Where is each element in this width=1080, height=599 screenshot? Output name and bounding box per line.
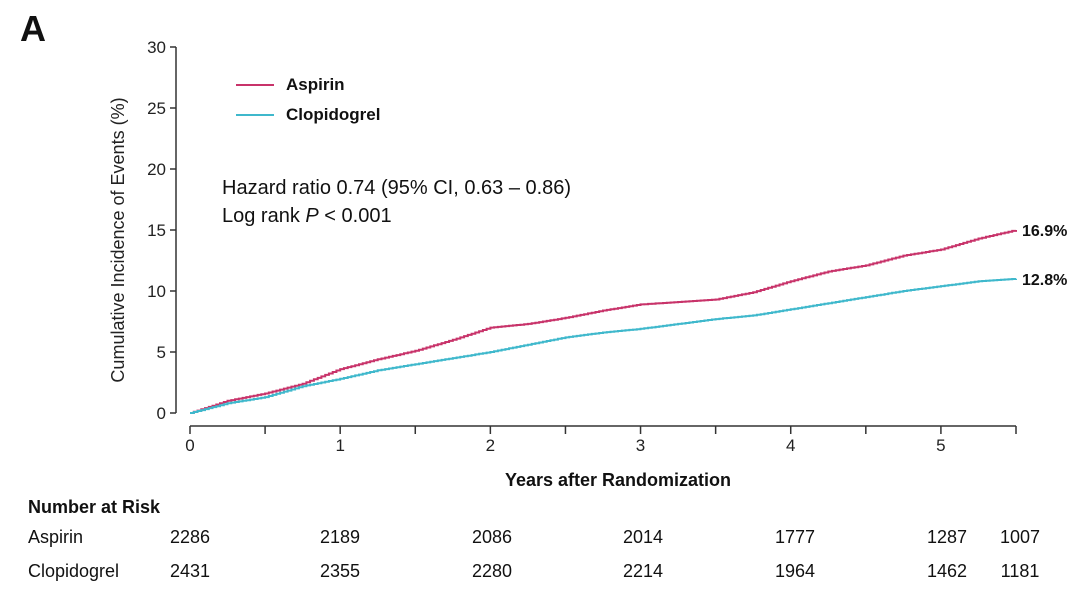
hazard-ratio-text: Hazard ratio 0.74 (95% CI, 0.63 – 0.86) [222,177,572,199]
end-label-aspirin: 16.9% [1022,223,1067,240]
x-tick-label: 4 [786,436,795,455]
labels-layer: 16.9% 12.8% [1022,223,1067,289]
log-rank-prefix: Log rank [222,205,306,227]
axes: 0 5 10 15 20 25 30 0 1 2 3 4 5 Years after Randomizat… [108,38,1017,490]
x-tick-label: 5 [936,436,945,455]
x-tick-label: 1 [335,436,344,455]
x-tick-label: 2 [486,436,495,455]
legend: Aspirin Clopidogrel [236,70,380,130]
risk-cell: 1777 [774,527,816,547]
hazard-ratio-annotation: Hazard ratio 0.74 (95% CI, 0.63 – 0.86) … [222,174,571,230]
end-label-clopidogrel: 12.8% [1022,272,1067,289]
legend-label-clopidogrel: Clopidogrel [286,105,381,124]
risk-table-title: Number at Risk [28,497,161,517]
x-axis-title: Years after Randomization [505,470,731,490]
risk-cell: 1287 [926,527,968,547]
risk-cell: 2014 [622,527,664,547]
risk-cell: 1964 [774,561,816,581]
x-tick-label: 3 [636,436,645,455]
y-tick-label: 25 [147,99,166,118]
risk-row-label-clopidogrel: Clopidogrel [28,561,120,581]
legend-item-aspirin: Aspirin [236,70,380,100]
risk-row-label-aspirin: Aspirin [28,527,84,547]
legend-swatch-aspirin [236,84,274,86]
legend-label-aspirin: Aspirin [286,75,345,94]
y-tick-label: 10 [147,282,166,301]
y-tick-label: 5 [157,343,166,362]
risk-cell: 1462 [926,561,968,581]
series-line-clopidogrel [190,278,1017,414]
log-rank-text: Log rank P < 0.001 [222,202,571,230]
series-layer [190,229,1017,414]
risk-cell: 2431 [169,561,211,581]
y-tick-label: 30 [147,38,166,57]
log-rank-p: P [305,205,319,227]
panel-label: A [20,8,46,49]
risk-cell: 2280 [471,561,513,581]
series-line-aspirin [190,229,1017,414]
legend-item-clopidogrel: Clopidogrel [236,100,380,130]
risk-cell: 2189 [319,527,361,547]
x-tick-label: 0 [185,436,194,455]
y-axis-title: Cumulative Incidence of Events (%) [108,97,128,382]
y-tick-label: 15 [147,221,166,240]
risk-cell: 2214 [622,561,664,581]
log-rank-suffix: < 0.001 [318,205,392,227]
legend-swatch-clopidogrel [236,114,274,116]
risk-cell: 1007 [999,527,1041,547]
risk-cell: 2286 [169,527,211,547]
risk-cell: 1181 [1000,561,1040,581]
risk-cell: 2086 [471,527,513,547]
y-tick-label: 0 [157,404,166,423]
y-tick-label: 20 [147,160,166,179]
risk-cell: 2355 [319,561,361,581]
